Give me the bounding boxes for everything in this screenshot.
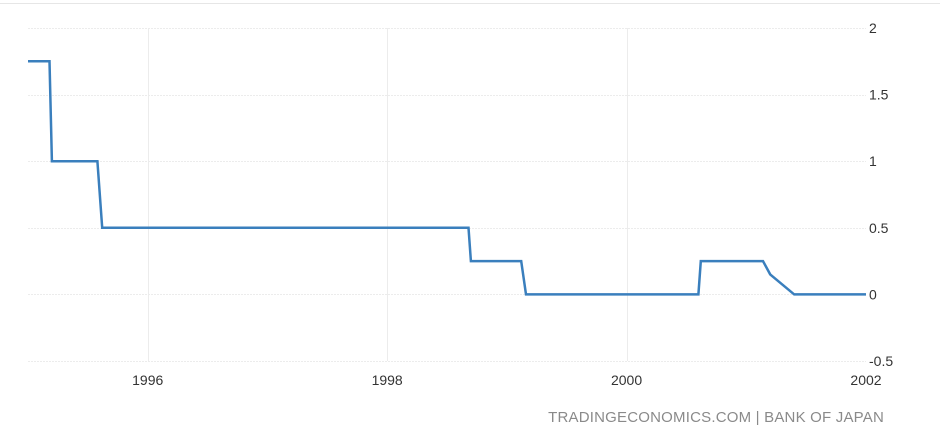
y-axis-labels: 2 1.5 1 0.5 0 -0.5 — [869, 20, 893, 369]
x-tick-label: 2002 — [850, 372, 881, 388]
y-tick-label: 0 — [869, 286, 877, 302]
x-tick-label: 1998 — [372, 372, 403, 388]
y-tick-label: 2 — [869, 20, 877, 36]
x-axis-labels: 1996 1998 2000 2002 — [132, 372, 882, 388]
y-tick-label: -0.5 — [869, 353, 893, 369]
x-tick-label: 1996 — [132, 372, 163, 388]
source-credit: TRADINGECONOMICS.COM | BANK OF JAPAN — [548, 409, 884, 426]
y-tick-label: 1.5 — [869, 87, 889, 103]
series-line — [28, 60, 866, 296]
y-tick-label: 1 — [869, 153, 877, 169]
grid — [28, 28, 866, 362]
x-tick-label: 2000 — [611, 372, 642, 388]
y-tick-label: 0.5 — [869, 220, 889, 236]
